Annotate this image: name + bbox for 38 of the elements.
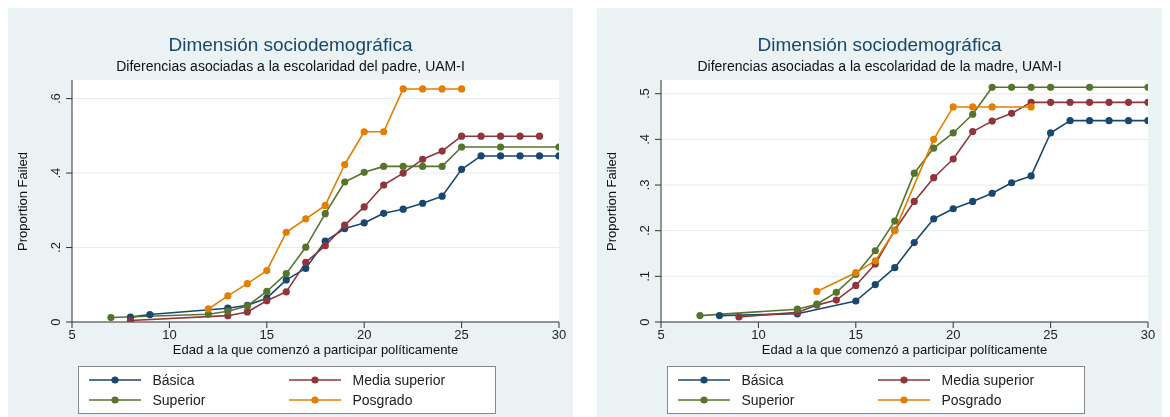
x-tick-label: 25 — [454, 327, 469, 343]
legend-label: Posgrado — [941, 392, 1002, 408]
legend-label: Superior — [741, 392, 795, 408]
y-tick-label: .2 — [637, 225, 652, 237]
x-axis-title: Edad a la que comenzó a participar políticamente — [761, 342, 1048, 357]
x-axis-title: Edad a la que comenzó a participar políticamente — [172, 342, 459, 357]
legend-label: Posgrado — [352, 392, 413, 408]
x-tick-label: 5 — [657, 327, 665, 343]
y-tick-label: .2 — [48, 242, 63, 253]
x-tick-label: 15 — [848, 327, 864, 343]
y-tick-label: 0 — [637, 318, 652, 326]
y-tick-label: .4 — [48, 167, 63, 179]
x-tick-label: 30 — [551, 327, 567, 343]
y-tick-label: .4 — [637, 133, 652, 145]
legend-label: Media superior — [941, 372, 1035, 388]
y-tick-label: .1 — [637, 270, 652, 282]
x-tick-label: 20 — [356, 327, 372, 343]
x-tick-label: 5 — [68, 327, 76, 343]
x-tick-label: 10 — [162, 327, 177, 343]
y-tick-label: .6 — [48, 93, 63, 105]
x-tick-label: 10 — [751, 327, 766, 343]
x-tick-label: 25 — [1043, 327, 1058, 343]
x-tick-label: 15 — [259, 327, 275, 343]
legend-label: Básica — [741, 372, 784, 388]
x-tick-label: 20 — [945, 327, 961, 343]
y-tick-label: .5 — [637, 88, 652, 100]
chart-title: Dimensión sociodemográfica — [167, 33, 414, 56]
legend-label: Media superior — [352, 372, 446, 388]
legend-label: Superior — [152, 392, 206, 408]
chart-subtitle: Diferencias asociadas a la escolaridad del padre, UAM-I — [115, 58, 466, 74]
chart-title: Dimensión sociodemográfica — [756, 33, 1003, 56]
chart-subtitle: Diferencias asociadas a la escolaridad de la madre, UAM-I — [696, 58, 1063, 74]
x-tick-label: 30 — [1140, 327, 1156, 343]
y-axis-title: Proportion Failed — [14, 152, 30, 251]
y-tick-label: .3 — [637, 179, 652, 191]
legend-label: Básica — [152, 372, 195, 388]
y-axis-title: Proportion Failed — [603, 152, 619, 251]
y-tick-label: 0 — [48, 318, 63, 326]
